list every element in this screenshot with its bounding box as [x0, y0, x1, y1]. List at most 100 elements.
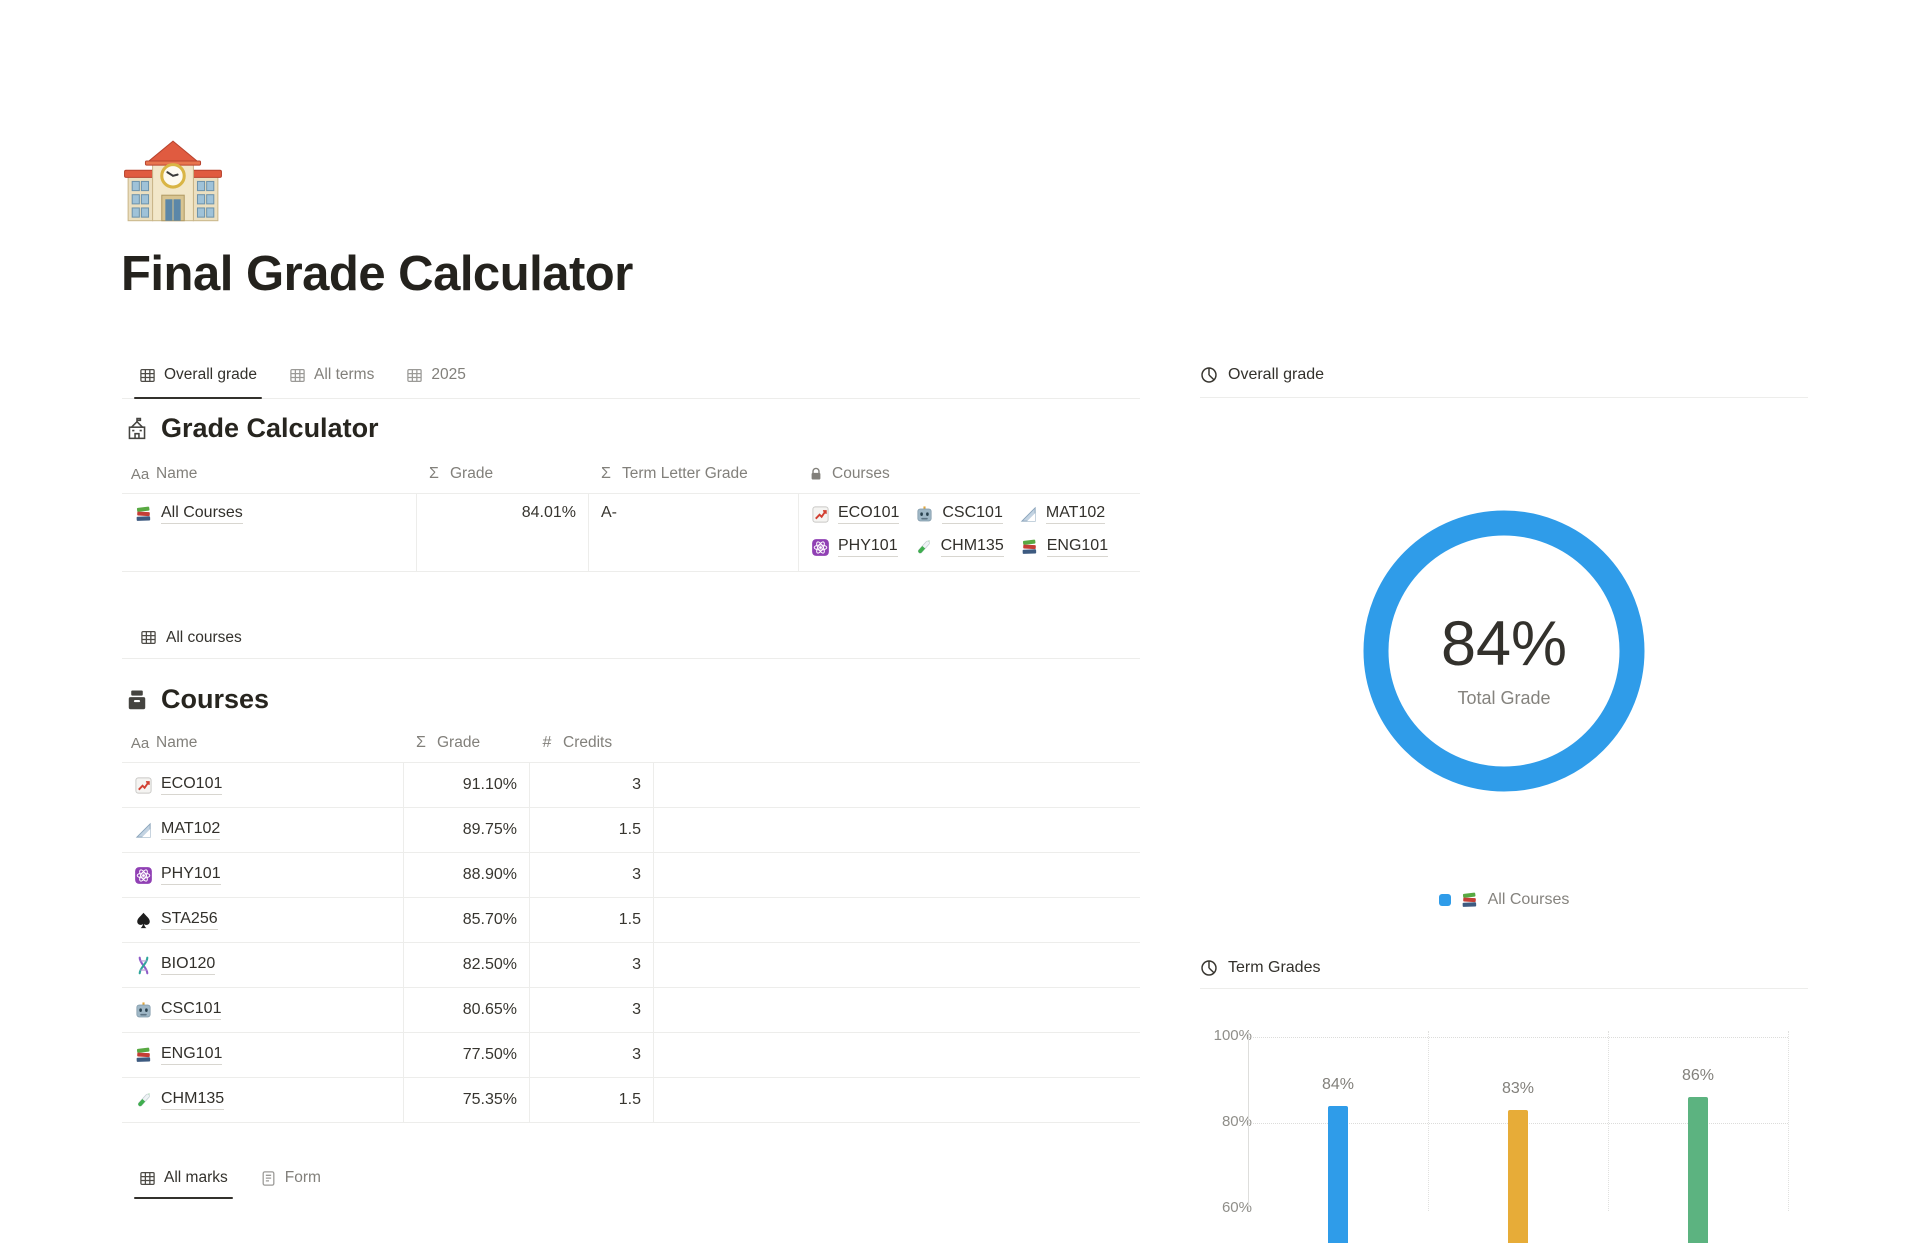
course-chip-chm135[interactable]: CHM135	[914, 537, 1004, 557]
legend-swatch	[1438, 894, 1451, 906]
cell-name[interactable]: PHY101	[122, 853, 403, 897]
page-link-mat102[interactable]: MAT102	[134, 820, 221, 840]
page-icon-school[interactable]	[122, 134, 224, 236]
term-grades-bar-chart: 100% 80% 60% 84% 83% 86%	[1200, 988, 1840, 1248]
cell-credits[interactable]: 1.5	[529, 1078, 653, 1122]
cell-grade[interactable]: 80.65%	[403, 988, 529, 1032]
cell-credits[interactable]: 3	[529, 988, 653, 1032]
y-tick-label: 100%	[1213, 1027, 1252, 1044]
page-link-csc101[interactable]: CSC101	[134, 1000, 222, 1020]
cell-credits[interactable]: 3	[529, 763, 653, 807]
cell-grade[interactable]: 75.35%	[403, 1078, 529, 1122]
overall-grade-chart-header[interactable]: Overall grade	[1200, 352, 1808, 398]
page-title[interactable]: Final Grade Calculator	[121, 247, 633, 301]
cell-name[interactable]: CSC101	[122, 988, 403, 1032]
cell-empty	[653, 853, 1140, 897]
cell-name[interactable]: STA256	[122, 898, 403, 942]
courses-title[interactable]: Courses	[161, 684, 270, 714]
table-row: All Courses 84.01% A- ECO101 CSC101 MAT102 PHY…	[122, 494, 1140, 572]
cell-name[interactable]: MAT102	[122, 808, 403, 852]
table-icon	[406, 367, 423, 384]
column-header-term-letter-grade[interactable]: Σ Term Letter Grade	[588, 455, 798, 493]
cell-name[interactable]: ECO101	[122, 763, 403, 807]
cell-credits[interactable]: 1.5	[529, 898, 653, 942]
cell-term-letter-grade[interactable]: A-	[588, 494, 798, 571]
ruler-icon	[1019, 505, 1038, 524]
column-header-label: Name	[156, 465, 198, 482]
tab-all-terms[interactable]: All terms	[286, 352, 377, 398]
column-header-courses[interactable]: Courses	[798, 455, 1140, 493]
donut-legend: All Courses	[1304, 886, 1704, 914]
cell-credits[interactable]: 3	[529, 943, 653, 987]
cell-credits[interactable]: 1.5	[529, 808, 653, 852]
table-row: STA256 85.70% 1.5	[122, 898, 1140, 943]
cell-name[interactable]: BIO120	[122, 943, 403, 987]
cell-empty	[653, 763, 1140, 807]
cell-empty	[653, 1033, 1140, 1077]
cell-grade[interactable]: 91.10%	[403, 763, 529, 807]
course-chip-mat102[interactable]: MAT102	[1019, 504, 1106, 524]
cell-name[interactable]: CHM135	[122, 1078, 403, 1122]
cell-empty	[653, 898, 1140, 942]
page-link-all-courses[interactable]: All Courses	[134, 504, 243, 524]
column-header-credits[interactable]: # Credits	[529, 724, 653, 762]
atom-icon	[811, 538, 830, 557]
tab-all-marks[interactable]: All marks	[134, 1158, 233, 1199]
page-link-chm135[interactable]: CHM135	[134, 1090, 225, 1110]
page-link-label: ENG101	[161, 1045, 223, 1065]
cell-grade[interactable]: 77.50%	[403, 1033, 529, 1077]
term-grades-chart-header[interactable]: Term Grades	[1200, 947, 1808, 989]
table-row: PHY101 88.90% 3	[122, 853, 1140, 898]
cell-grade[interactable]: 84.01%	[416, 494, 588, 571]
page-link-label: All Courses	[161, 504, 243, 524]
books-icon	[1460, 891, 1479, 910]
course-chip-label: CHM135	[940, 537, 1004, 557]
robot-icon	[134, 1001, 153, 1020]
page-link-label: CSC101	[161, 1000, 222, 1020]
page-link-phy101[interactable]: PHY101	[134, 865, 221, 885]
page-link-sta256[interactable]: STA256	[134, 910, 218, 930]
grade-calculator-title[interactable]: Grade Calculator	[161, 413, 379, 443]
cell-empty	[653, 1078, 1140, 1122]
cell-courses[interactable]: ECO101 CSC101 MAT102 PHY101 CHM135 ENG101	[798, 494, 1140, 571]
page-link-label: ECO101	[161, 775, 223, 795]
tab-overall-grade[interactable]: Overall grade	[133, 352, 263, 399]
course-chip-phy101[interactable]: PHY101	[811, 537, 898, 557]
page-link-bio120[interactable]: BIO120	[134, 955, 216, 975]
tab-label: Form	[284, 1169, 321, 1186]
cell-grade[interactable]: 82.50%	[403, 943, 529, 987]
all-courses-view-label: All courses	[166, 628, 242, 646]
all-courses-view-tab[interactable]: All courses	[122, 617, 1140, 659]
cell-credits[interactable]: 3	[529, 853, 653, 897]
cell-grade[interactable]: 85.70%	[403, 898, 529, 942]
aa-icon: Aa	[130, 465, 150, 483]
bottom-view-tabs: All marks Form	[122, 1158, 1140, 1199]
course-chip-eco101[interactable]: ECO101	[811, 504, 900, 524]
table-row: CSC101 80.65% 3	[122, 988, 1140, 1033]
column-header-label: Grade	[437, 734, 481, 751]
cell-grade[interactable]: 88.90%	[403, 853, 529, 897]
cell-grade[interactable]: 89.75%	[403, 808, 529, 852]
page-link-eng101[interactable]: ENG101	[134, 1045, 223, 1065]
page-link-eco101[interactable]: ECO101	[134, 775, 223, 795]
cell-name[interactable]: All Courses	[122, 494, 416, 571]
column-header-grade[interactable]: Σ Grade	[416, 455, 588, 493]
hash-icon: #	[542, 734, 552, 751]
tab-2025[interactable]: 2025	[403, 352, 468, 398]
column-header-label: Credits	[563, 734, 613, 751]
pie-chart-icon	[1200, 366, 1218, 384]
table-row: MAT102 89.75% 1.5	[122, 808, 1140, 853]
cell-name[interactable]: ENG101	[122, 1033, 403, 1077]
column-header-name[interactable]: Aa Name	[122, 724, 403, 762]
cell-credits[interactable]: 3	[529, 1033, 653, 1077]
course-chip-label: PHY101	[838, 537, 898, 557]
column-header-grade[interactable]: Σ Grade	[403, 724, 529, 762]
tab-form[interactable]: Form	[257, 1158, 324, 1198]
course-chip-csc101[interactable]: CSC101	[915, 504, 1003, 524]
column-header-name[interactable]: Aa Name	[122, 455, 416, 493]
course-chip-eng101[interactable]: ENG101	[1020, 537, 1109, 557]
y-axis-line	[1248, 1031, 1249, 1211]
cell-empty	[653, 943, 1140, 987]
column-header-label: Name	[156, 734, 198, 751]
page-link-label: BIO120	[161, 955, 216, 975]
